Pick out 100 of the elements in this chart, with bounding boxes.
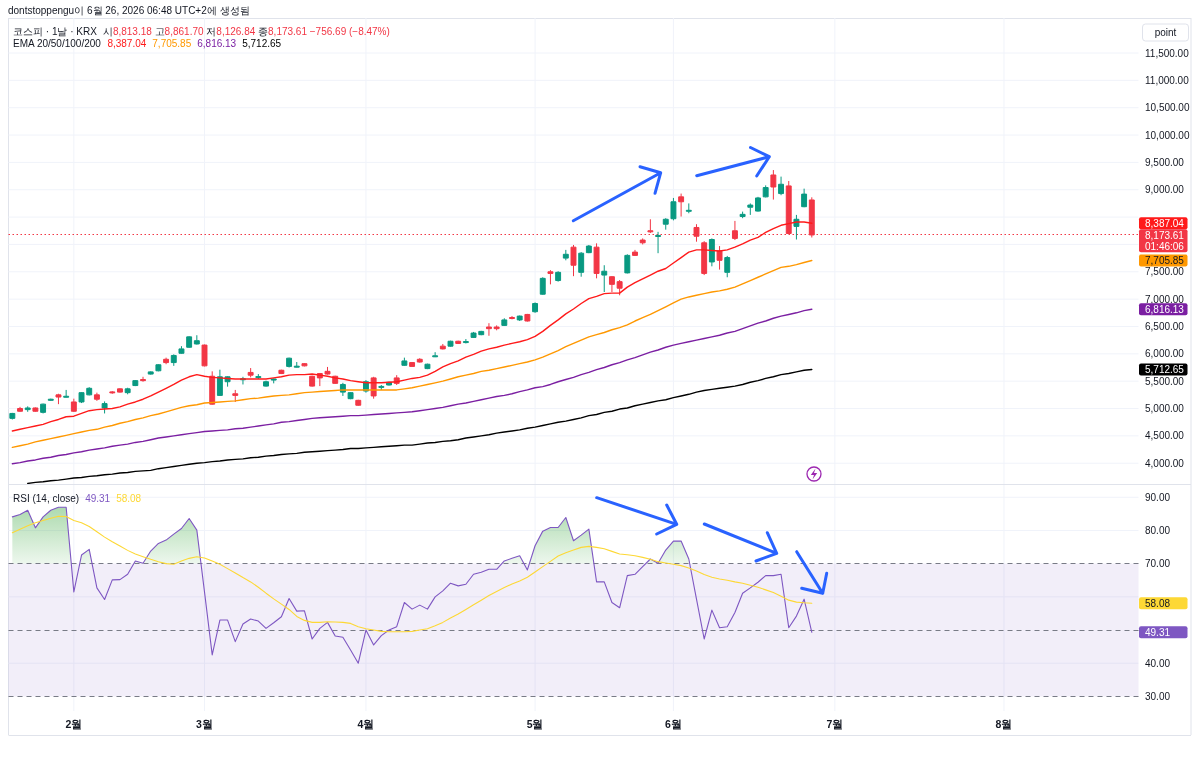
candlestick	[278, 369, 285, 375]
candlestick	[570, 244, 577, 277]
annotation: 8,387.04	[107, 38, 147, 49]
candlestick	[124, 387, 131, 395]
candlestick	[24, 405, 31, 413]
candlestick	[509, 315, 515, 320]
candlestick	[447, 340, 454, 348]
candlestick	[562, 249, 569, 261]
candlestick	[286, 357, 293, 368]
candlestick	[678, 193, 685, 218]
y-tick-label: 40.00	[1145, 657, 1171, 669]
y-axis-title: point	[1154, 27, 1177, 38]
x-tick-label: 7월	[826, 718, 844, 730]
text: 6,816.13	[1145, 303, 1184, 315]
x-tick-label: 4월	[357, 718, 375, 730]
candlestick	[255, 373, 262, 380]
candlestick	[501, 317, 508, 327]
candlestick	[547, 269, 554, 285]
y-tick-label: 90.00	[1145, 491, 1171, 503]
candlestick	[424, 363, 431, 370]
y-tick-label: 5,500.00	[1145, 375, 1185, 387]
candlestick	[747, 202, 754, 216]
candlestick	[209, 370, 216, 406]
candlestick	[485, 322, 492, 337]
text: 7,705.85	[1145, 255, 1184, 267]
y-tick-label: 6,000.00	[1145, 348, 1185, 360]
candlestick	[578, 251, 585, 278]
text: 58.08	[1145, 597, 1171, 609]
candlestick	[593, 242, 600, 279]
candlestick	[263, 380, 269, 388]
candlestick	[539, 276, 546, 296]
y-tick-label: 9,000.00	[1145, 184, 1185, 196]
candlestick	[163, 357, 170, 365]
candlestick	[808, 196, 815, 238]
line-series	[11, 506, 813, 664]
x-tick-label: 5월	[526, 718, 544, 730]
line-series	[11, 221, 813, 432]
ref-line-label: 30.00	[1145, 690, 1171, 702]
candlestick	[439, 343, 446, 350]
candlestick	[309, 375, 316, 388]
candlestick	[585, 244, 592, 254]
candlestick	[186, 335, 193, 349]
candlestick	[801, 188, 808, 208]
annotation: 5,712.65	[242, 38, 282, 49]
candlestick	[101, 400, 108, 414]
y-tick-label: 5,000.00	[1145, 403, 1185, 415]
candlestick	[9, 412, 16, 420]
candlestick	[93, 392, 100, 402]
candlestick	[40, 403, 47, 414]
candlestick	[140, 376, 146, 383]
y-tick-label: 4,000.00	[1145, 457, 1185, 469]
candlestick	[670, 197, 677, 221]
y-tick-label: 10,500.00	[1145, 102, 1190, 114]
legend-title: EMA 20/50/100/200	[13, 38, 102, 49]
candlestick	[655, 231, 662, 254]
annotation: 7,705.85	[152, 38, 192, 49]
candlestick	[601, 264, 608, 293]
candlestick	[632, 249, 638, 257]
candlestick	[516, 315, 523, 322]
candlestick	[378, 384, 385, 391]
candlestick	[555, 270, 562, 283]
candlestick	[178, 345, 185, 355]
y-tick-label: 6,500.00	[1145, 320, 1185, 332]
candlestick	[55, 393, 62, 405]
ref-line-label: 70.00	[1145, 558, 1171, 570]
candlestick	[731, 220, 738, 241]
text: 49.31	[1145, 626, 1171, 638]
text: 시8,813.18 고8,861.70 저8,126.84 종8,173.61 −756.69 (−8.47%)	[102, 25, 390, 37]
candlestick	[170, 353, 177, 367]
candlestick	[70, 398, 77, 413]
candlestick	[455, 340, 462, 345]
annotation: 58.08	[116, 492, 142, 504]
candlestick	[193, 334, 200, 346]
text: 5,712.65	[1145, 364, 1184, 376]
x-tick-label: 8월	[995, 718, 1013, 730]
candlestick	[355, 399, 362, 407]
candlestick	[778, 176, 785, 196]
line-series	[11, 308, 813, 465]
annotation: 49.31	[85, 492, 111, 504]
y-tick-label: 7,500.00	[1145, 266, 1185, 278]
candlestick	[47, 398, 54, 402]
candlestick	[201, 344, 208, 367]
x-tick-label: 6월	[665, 718, 682, 730]
candlestick	[616, 279, 623, 296]
x-tick-label: 3월	[196, 718, 213, 730]
x-tick-label: 2월	[65, 718, 83, 730]
y-tick-label: 9,500.00	[1145, 156, 1185, 168]
candlestick	[532, 301, 539, 314]
candlestick	[155, 363, 162, 372]
y-tick-label: 80.00	[1145, 524, 1171, 536]
candlestick	[301, 362, 308, 367]
candlestick	[432, 351, 439, 358]
candlestick	[17, 406, 23, 413]
candlestick	[293, 361, 300, 368]
candlestick	[401, 357, 408, 367]
candlestick	[147, 370, 154, 376]
candlestick	[32, 406, 39, 413]
candlestick	[117, 387, 123, 394]
line-series	[27, 368, 813, 484]
candlestick	[624, 253, 631, 274]
